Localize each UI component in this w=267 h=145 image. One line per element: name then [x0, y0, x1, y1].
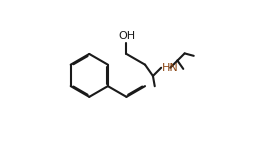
Text: HN: HN	[162, 63, 179, 73]
Text: OH: OH	[118, 31, 135, 41]
